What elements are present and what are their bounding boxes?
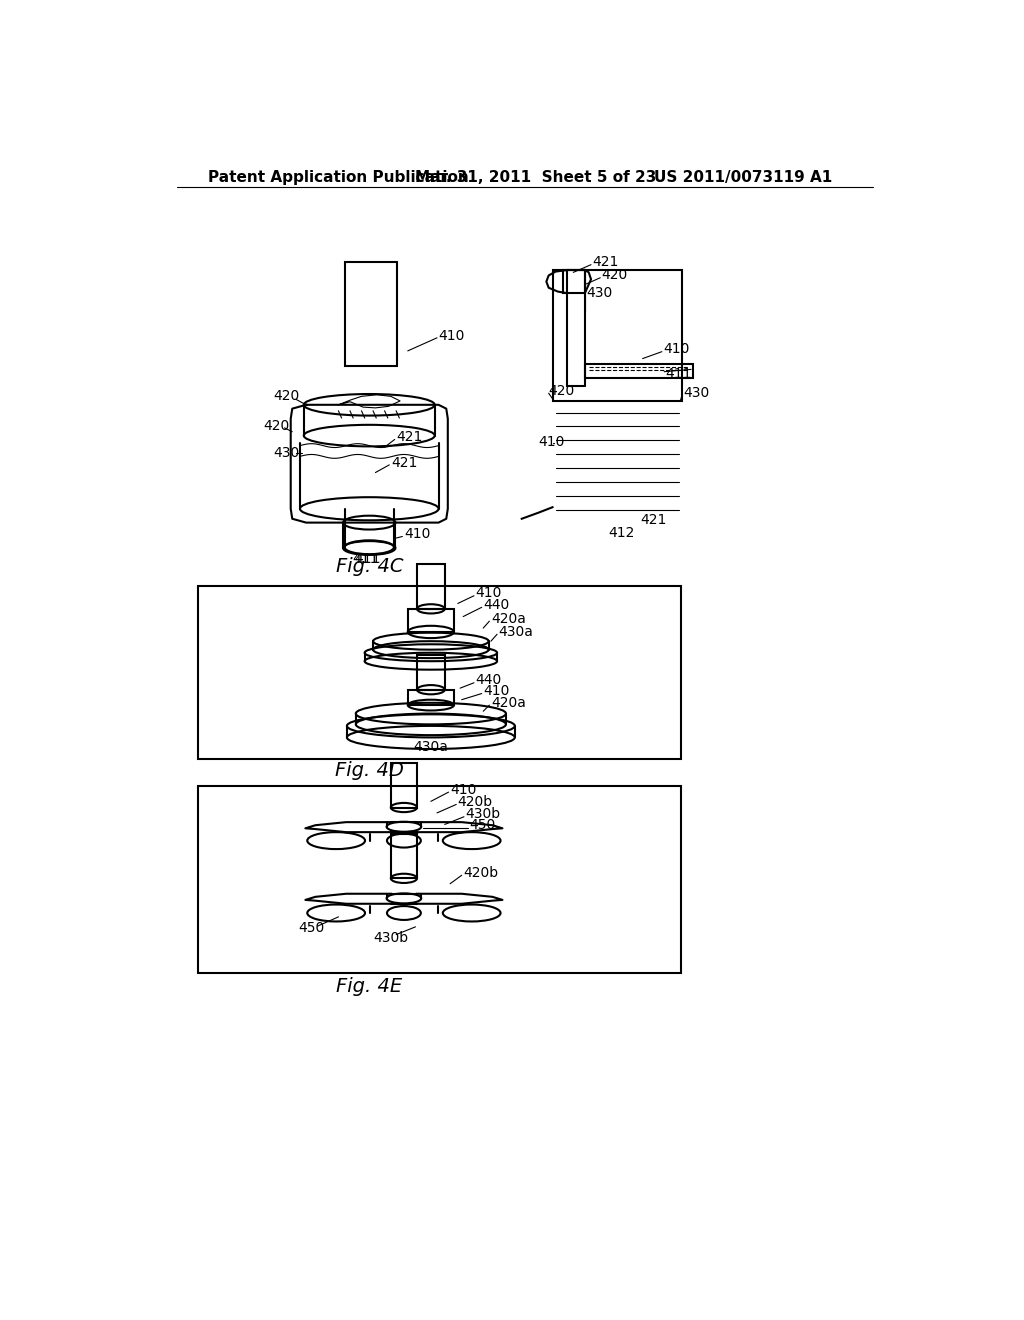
Bar	[391, 834, 417, 878]
Text: 421: 421	[593, 255, 618, 269]
Text: Fig. 4C: Fig. 4C	[336, 557, 403, 576]
Text: 430b: 430b	[466, 808, 501, 821]
Text: 420b: 420b	[463, 866, 499, 880]
Text: Patent Application Publication: Patent Application Publication	[208, 170, 468, 185]
Text: 412: 412	[608, 527, 634, 540]
Text: 440: 440	[475, 673, 502, 688]
Text: US 2011/0073119 A1: US 2011/0073119 A1	[654, 170, 833, 185]
Text: 420: 420	[273, 388, 299, 403]
Bar	[417, 564, 444, 609]
Text: 430: 430	[273, 446, 299, 461]
Text: 420: 420	[602, 268, 628, 282]
Text: 420a: 420a	[490, 696, 525, 710]
Bar	[199, 586, 681, 759]
Text: 410: 410	[403, 527, 430, 541]
Bar	[391, 763, 417, 808]
Text: 430b: 430b	[373, 931, 409, 945]
Text: 421: 421	[640, 513, 667, 527]
Bar	[408, 609, 454, 632]
Bar	[585, 364, 692, 378]
Text: 430: 430	[587, 286, 612, 300]
Text: 410: 410	[539, 434, 565, 449]
Bar	[553, 271, 682, 401]
Text: 410: 410	[483, 684, 510, 698]
Text: 410: 410	[475, 586, 502, 601]
Text: 421: 421	[391, 455, 417, 470]
Bar	[417, 655, 444, 689]
Text: 420: 420	[263, 420, 289, 433]
Text: 421: 421	[396, 430, 423, 444]
Bar	[408, 690, 454, 705]
Bar	[563, 271, 585, 293]
Text: 410: 410	[664, 342, 690, 356]
Text: 450: 450	[469, 818, 496, 832]
Text: 410: 410	[438, 329, 465, 342]
Text: 410: 410	[451, 783, 476, 797]
Text: 450: 450	[298, 921, 325, 936]
Text: 430a: 430a	[499, 624, 534, 639]
Text: Fig. 4E: Fig. 4E	[336, 977, 402, 995]
Text: 440: 440	[483, 598, 510, 612]
Text: 411: 411	[354, 552, 381, 566]
Text: 411: 411	[666, 367, 692, 381]
Text: Mar. 31, 2011  Sheet 5 of 23: Mar. 31, 2011 Sheet 5 of 23	[416, 170, 656, 185]
Bar	[199, 785, 681, 973]
Text: 420a: 420a	[490, 612, 525, 626]
Text: 430: 430	[683, 387, 710, 400]
Text: 420b: 420b	[458, 795, 493, 809]
Text: 420: 420	[549, 384, 574, 397]
Text: 411: 411	[352, 552, 379, 566]
Bar	[345, 263, 397, 367]
Text: Fig. 4D: Fig. 4D	[335, 762, 403, 780]
Text: 430a: 430a	[414, 741, 449, 755]
